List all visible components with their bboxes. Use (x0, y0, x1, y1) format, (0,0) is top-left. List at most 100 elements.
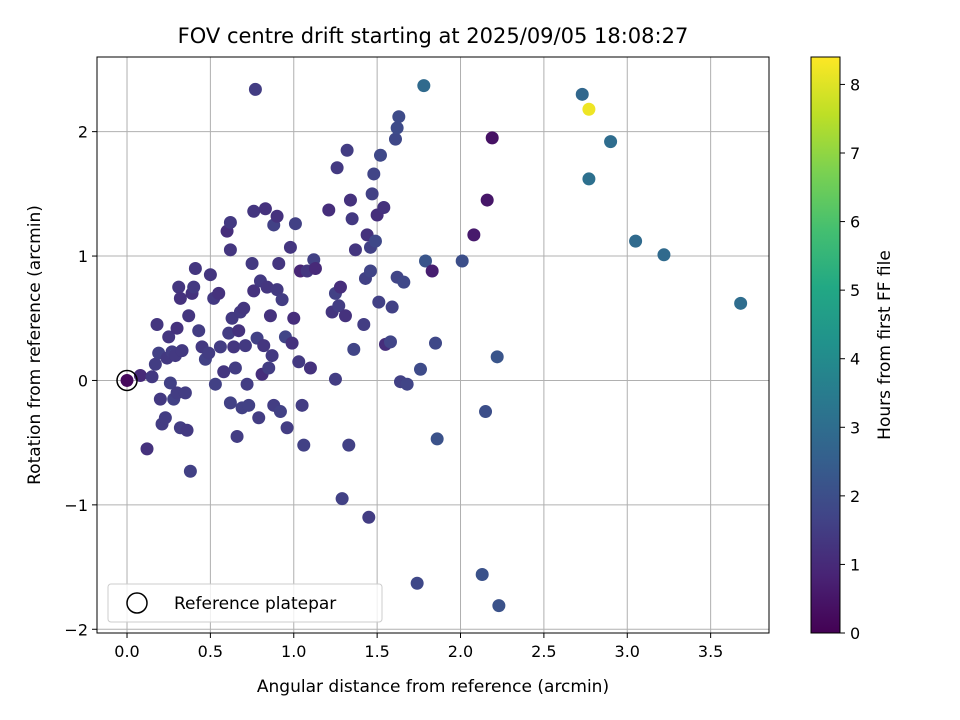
x-tick-label: 1.0 (281, 642, 306, 661)
scatter-point (183, 464, 197, 478)
scatter-point (373, 148, 387, 162)
scatter-point (297, 438, 311, 452)
scatter-point (372, 295, 386, 309)
scatter-point (328, 372, 342, 386)
scatter-point (475, 568, 489, 582)
legend-entry-reference: Reference platepar (174, 594, 336, 614)
scatter-point (247, 284, 261, 298)
scatter-point (292, 355, 306, 369)
scatter-point (203, 268, 217, 282)
scatter-point (238, 339, 252, 353)
scatter-point (455, 254, 469, 268)
scatter-point (248, 82, 262, 96)
colorbar-ticks: 0 1 2 3 4 5 6 7 8 (840, 75, 860, 643)
scatter-point (492, 599, 506, 613)
x-tick-label: 0.5 (198, 642, 223, 661)
scatter-point (335, 492, 349, 506)
x-tick-label: 0.0 (114, 642, 139, 661)
chart-title: FOV centre drift starting at 2025/09/05 … (178, 24, 689, 48)
scatter-points (120, 79, 748, 613)
scatter-point (202, 346, 216, 360)
scatter-point (237, 301, 251, 315)
y-tick-label: −2 (64, 620, 88, 639)
plot-frame (96, 56, 770, 634)
colorbar-label: Hours from first FF file (875, 250, 895, 440)
scatter-point (230, 429, 244, 443)
scatter-point (287, 311, 301, 325)
scatter-point (227, 340, 241, 354)
scatter-point (173, 291, 187, 305)
scatter-point (425, 264, 439, 278)
scatter-point (430, 432, 444, 446)
scatter-point (280, 421, 294, 435)
scatter-point (270, 283, 284, 297)
y-axis-ticks: −2 −1 0 1 2 (64, 123, 97, 639)
scatter-point (262, 361, 276, 375)
colorbar-tick-label: 1 (850, 555, 860, 574)
scatter-point (362, 510, 376, 524)
scatter-point (258, 202, 272, 216)
x-axis-ticks: 0.0 0.5 1.0 1.5 2.0 2.5 3.0 3.5 (114, 633, 723, 661)
scatter-point (582, 102, 596, 116)
scatter-point (223, 215, 237, 229)
x-tick-label: 3.5 (698, 642, 723, 661)
scatter-point (392, 110, 406, 124)
grid-lines (97, 57, 769, 633)
scatter-point (295, 398, 309, 412)
scatter-point (208, 377, 222, 391)
scatter-point (140, 442, 154, 456)
scatter-point (162, 330, 176, 344)
scatter-point (390, 121, 404, 135)
scatter-point (429, 336, 443, 350)
scatter-point (479, 405, 493, 419)
scatter-point (388, 132, 402, 146)
colorbar-tick-label: 8 (850, 75, 860, 94)
scatter-point (247, 204, 261, 218)
colorbar-tick-label: 0 (850, 624, 860, 643)
scatter-point (240, 377, 254, 391)
scatter-point (182, 309, 196, 323)
colorbar-tick-label: 5 (850, 281, 860, 300)
colorbar-tick-label: 6 (850, 213, 860, 232)
legend-reference-marker (126, 592, 148, 614)
scatter-point (365, 187, 379, 201)
x-tick-label: 2.5 (531, 642, 556, 661)
scatter-point (212, 286, 226, 300)
scatter-point (163, 376, 177, 390)
scatter-point (410, 576, 424, 590)
scatter-point (604, 135, 618, 149)
scatter-point (340, 143, 354, 157)
scatter-point (383, 335, 397, 349)
reference-platepar-marker (116, 369, 138, 392)
scatter-point (187, 280, 201, 294)
scatter-point (413, 362, 427, 376)
scatter-point (322, 203, 336, 217)
scatter-point (418, 254, 432, 268)
scatter-point (120, 373, 134, 387)
scatter-point (582, 172, 596, 186)
scatter-point (363, 264, 377, 278)
scatter-point (275, 293, 289, 307)
scatter-point (273, 405, 287, 419)
scatter-point (222, 326, 236, 340)
scatter-point (223, 243, 237, 257)
scatter-point (342, 438, 356, 452)
scatter-point (192, 324, 206, 338)
scatter-point (257, 339, 271, 353)
scatter-point (265, 349, 279, 363)
scatter-point (485, 131, 499, 145)
scatter-point (397, 275, 411, 289)
scatter-point (400, 377, 414, 391)
scatter-point (330, 161, 344, 175)
scatter-point (252, 411, 266, 425)
x-tick-label: 1.5 (364, 642, 389, 661)
scatter-point (178, 386, 192, 400)
scatter-point (260, 280, 274, 294)
y-tick-label: 1 (78, 247, 88, 266)
scatter-point (175, 344, 189, 358)
scatter-point (490, 350, 504, 364)
scatter-point (145, 370, 159, 384)
y-axis-label: Rotation from reference (arcmin) (25, 205, 45, 485)
y-tick-label: 0 (78, 371, 88, 390)
scatter-point (385, 300, 399, 314)
